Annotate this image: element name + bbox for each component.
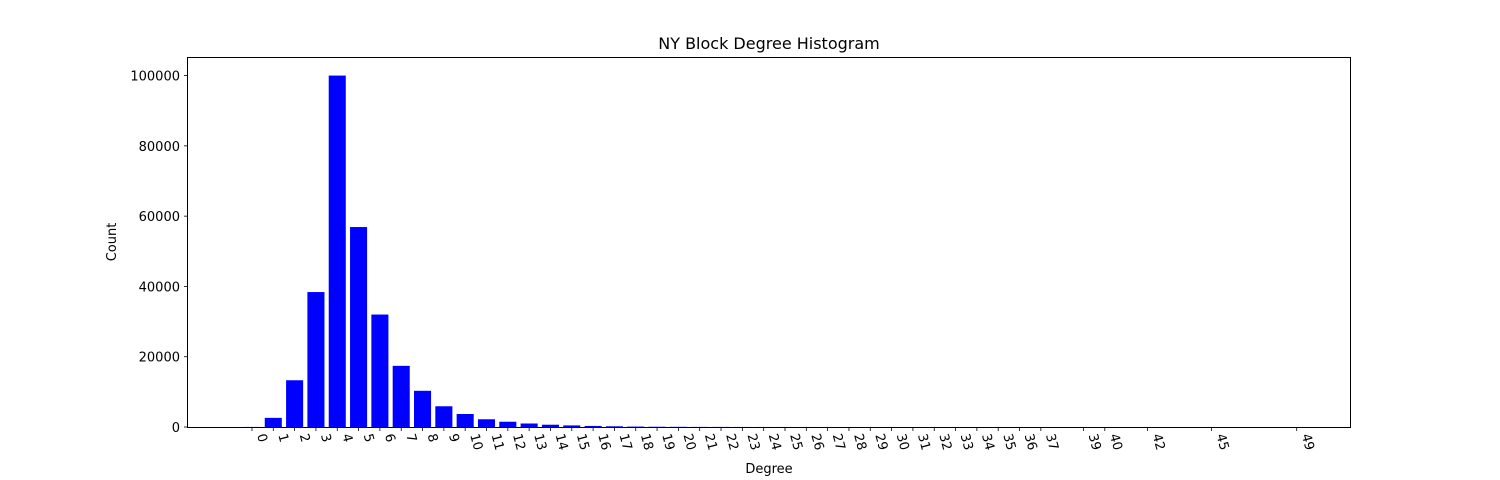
x-tick-label: 10 — [466, 432, 485, 452]
x-tick-label: 39 — [1085, 432, 1104, 452]
y-tick-label: 20000 — [139, 351, 180, 366]
x-tick-label: 31 — [914, 432, 933, 452]
x-tick-label: 15 — [573, 432, 592, 452]
x-tick-label: 6 — [381, 432, 398, 444]
x-tick-label: 26 — [807, 432, 826, 452]
x-ticks-group: 0 1 2 3 4 5 6 7 8 9 10 11 12 13 14 15 16 17 18 19 20 21 22 23 24… — [251, 427, 1317, 452]
x-tick-label: 23 — [743, 432, 762, 452]
x-tick-label: 7 — [402, 432, 419, 444]
x-tick-label: 0 — [253, 432, 270, 444]
x-tick-label: 28 — [850, 432, 869, 452]
bar-degree-12 — [499, 421, 517, 427]
x-tick-label: 27 — [829, 432, 848, 452]
x-tick-label: 35 — [999, 432, 1018, 452]
x-tick-label: 9 — [445, 432, 462, 444]
x-tick-label: 36 — [1021, 432, 1040, 452]
x-tick-label: 21 — [701, 432, 720, 452]
bar-degree-11 — [477, 419, 496, 427]
x-tick-label: 4 — [338, 432, 355, 444]
bar-degree-9 — [435, 406, 453, 427]
x-tick-label: 29 — [871, 432, 890, 452]
x-tick-label: 40 — [1106, 432, 1125, 452]
x-tick-label: 30 — [893, 432, 912, 452]
x-tick-label: 14 — [552, 432, 571, 452]
x-tick-label: 19 — [658, 432, 677, 452]
bar-degree-6 — [371, 314, 389, 427]
bar-degree-17 — [605, 426, 623, 427]
x-tick-label: 12 — [509, 432, 528, 452]
bar-degree-4 — [328, 75, 346, 427]
x-tick-label: 20 — [680, 432, 699, 452]
x-tick-label: 16 — [594, 432, 613, 452]
x-tick-label: 42 — [1149, 432, 1168, 452]
x-tick-label: 37 — [1042, 432, 1061, 452]
x-tick-label: 25 — [786, 432, 805, 452]
x-tick-label: 22 — [722, 432, 741, 452]
bar-degree-3 — [307, 292, 325, 427]
x-tick-label: 45 — [1213, 432, 1232, 452]
y-tick-label: 40000 — [139, 280, 180, 295]
x-tick-label: 11 — [488, 432, 507, 452]
bar-degree-15 — [563, 425, 581, 427]
x-tick-label: 8 — [424, 432, 441, 444]
y-tick-label: 0 — [172, 421, 180, 436]
x-tick-label: 33 — [957, 432, 976, 452]
bar-degree-2 — [286, 380, 304, 427]
x-tick-label: 1 — [274, 432, 291, 444]
x-tick-label: 24 — [765, 432, 784, 452]
y-axis-label: Count — [105, 223, 120, 262]
bar-degree-14 — [541, 424, 559, 427]
bar-degree-13 — [520, 423, 538, 427]
x-tick-label: 32 — [935, 432, 954, 452]
bar-degree-8 — [414, 390, 432, 427]
x-axis-label: Degree — [745, 462, 792, 477]
x-tick-label: 49 — [1298, 432, 1317, 452]
x-tick-label: 5 — [360, 432, 377, 444]
bar-degree-16 — [584, 425, 602, 427]
bar-degree-5 — [350, 227, 368, 427]
bars-group — [243, 75, 943, 427]
bar-degree-1 — [264, 417, 282, 427]
plot-frame — [187, 57, 1351, 428]
bar-degree-7 — [392, 365, 410, 427]
bar-degree-10 — [456, 414, 474, 427]
x-tick-label: 17 — [616, 432, 635, 452]
x-tick-label: 2 — [296, 432, 313, 444]
y-tick-label: 60000 — [139, 210, 180, 225]
x-tick-label: 34 — [978, 432, 997, 452]
x-tick-label: 18 — [637, 432, 656, 452]
y-ticks-group: 0 20000 40000 60000 80000 100000 — [130, 70, 188, 436]
x-tick-label: 3 — [317, 432, 334, 444]
y-tick-label: 100000 — [130, 70, 180, 85]
y-tick-label: 80000 — [139, 140, 180, 155]
chart-title: NY Block Degree Histogram — [658, 34, 880, 53]
x-tick-label: 13 — [530, 432, 549, 452]
